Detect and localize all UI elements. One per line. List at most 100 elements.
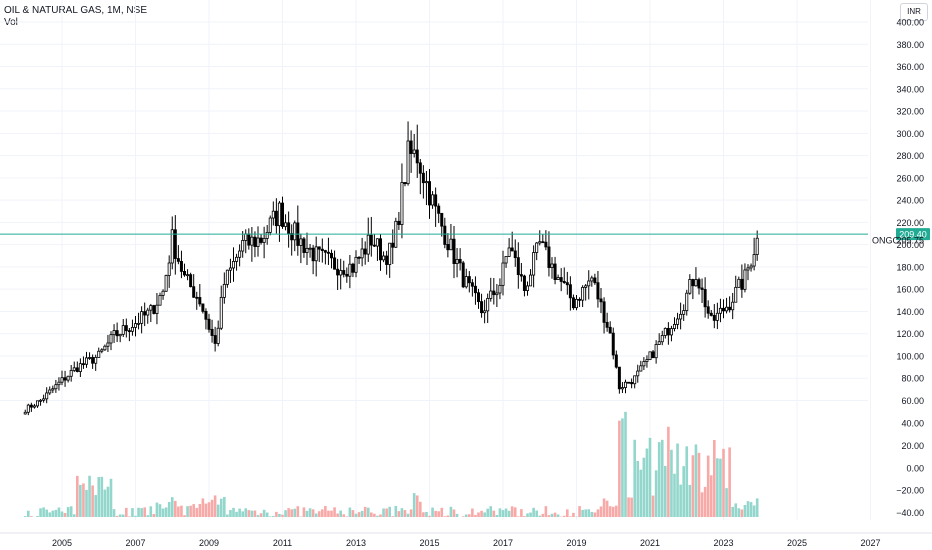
volume-bar: [366, 507, 370, 517]
candle-body: [256, 237, 260, 247]
candle-body: [323, 250, 327, 253]
candle-body: [415, 149, 419, 164]
volume-bar: [149, 506, 153, 517]
candle-body: [599, 298, 603, 303]
volume-bar: [60, 511, 64, 517]
candle-body: [406, 140, 410, 185]
volume-bar: [670, 449, 673, 517]
volume-bar: [489, 506, 493, 517]
volume-bar: [161, 508, 165, 517]
candle-body: [293, 222, 297, 241]
candle-body: [682, 310, 686, 315]
candle-body: [241, 240, 245, 252]
candle-body: [158, 294, 162, 306]
candle-body: [624, 381, 628, 388]
candle-body: [568, 284, 572, 299]
candle-body: [247, 233, 251, 246]
candle-body: [231, 260, 235, 269]
candle-body: [581, 287, 585, 301]
candle-body: [42, 398, 46, 401]
candle-body: [204, 310, 208, 320]
volume-bar: [474, 514, 477, 517]
volume-bar: [403, 510, 407, 517]
volume-bar: [109, 478, 113, 517]
candle-body: [455, 258, 459, 264]
candle-body: [679, 313, 683, 320]
volume-bar: [131, 508, 134, 517]
volume-bar: [440, 507, 444, 517]
candle-body: [676, 318, 680, 325]
candle-body: [740, 278, 744, 290]
volume-bar: [317, 511, 321, 517]
candle-body: [464, 276, 468, 288]
volume-bar: [345, 516, 349, 517]
time-axis[interactable]: 2005 2007 2009 2011 2013 2015 2017 2019 2021 2023…: [0, 532, 932, 548]
price-tick-label: 360.00: [896, 62, 924, 72]
candle-body: [329, 252, 333, 259]
symbol-tag-name: ONGC: [872, 236, 900, 246]
volume-bar: [339, 510, 342, 517]
volume-bar: [183, 515, 186, 517]
volume-bar: [118, 514, 122, 517]
volume-bar: [615, 505, 618, 517]
volume-bar: [373, 513, 376, 517]
price-tick-label: 320.00: [896, 107, 924, 117]
volume-bar: [112, 509, 116, 517]
candle-body: [366, 234, 370, 255]
candle-body: [645, 359, 649, 362]
currency-button[interactable]: INR: [900, 3, 928, 21]
volume-bar: [483, 512, 486, 517]
candle-body: [495, 292, 499, 296]
volume-bar: [311, 509, 315, 517]
candle-body: [697, 279, 701, 289]
year-tick-label: 2027: [860, 538, 880, 548]
volume-bar: [682, 466, 685, 517]
volume-bar: [223, 496, 226, 517]
candle-body: [170, 229, 174, 264]
volume-bar: [685, 446, 689, 517]
candle-body: [91, 357, 95, 364]
candle-body: [192, 286, 196, 298]
volume-bar: [572, 512, 575, 517]
volume-bar: [394, 505, 398, 517]
candle-body: [271, 210, 275, 219]
candle-body: [424, 181, 428, 184]
candle-body: [731, 301, 735, 311]
candle-body: [391, 242, 395, 248]
volume-bar: [324, 506, 327, 517]
volume-bar: [170, 497, 174, 517]
volume-axis: −40.00 −20.00 0.00 20.00 40.00: [896, 419, 924, 519]
candle-body: [348, 263, 352, 277]
candle-body: [633, 375, 637, 385]
candle-body: [333, 257, 337, 270]
candle-body: [173, 229, 177, 259]
candle-body: [244, 233, 248, 241]
volume-bar: [219, 498, 223, 517]
candle-body: [66, 375, 70, 381]
volume-bar: [743, 504, 747, 517]
candle-body: [437, 205, 441, 214]
candle-body: [565, 282, 569, 286]
candle-body: [51, 388, 55, 391]
volume-bar: [495, 514, 499, 517]
volume-bar: [722, 448, 725, 517]
volume-bar: [627, 497, 630, 517]
candle-body: [354, 256, 358, 273]
candle-body: [617, 366, 621, 390]
candle-body: [559, 277, 563, 282]
volume-bar: [611, 506, 615, 517]
candle-body: [486, 298, 490, 312]
candle-body: [85, 357, 89, 365]
volume-bar: [541, 513, 545, 517]
volume-bar: [293, 508, 297, 517]
price-axis[interactable]: 60.00 80.00 100.00 120.00 140.00 160.00 180.00…: [896, 18, 924, 407]
candle-body: [268, 217, 272, 233]
candle-body: [691, 279, 695, 287]
volume-tick-label: 20.00: [901, 441, 924, 451]
candle-body: [262, 237, 266, 243]
volume-bar: [713, 439, 716, 517]
candle-body: [287, 222, 291, 234]
volume-bar: [180, 505, 183, 517]
candle-body: [124, 325, 128, 332]
